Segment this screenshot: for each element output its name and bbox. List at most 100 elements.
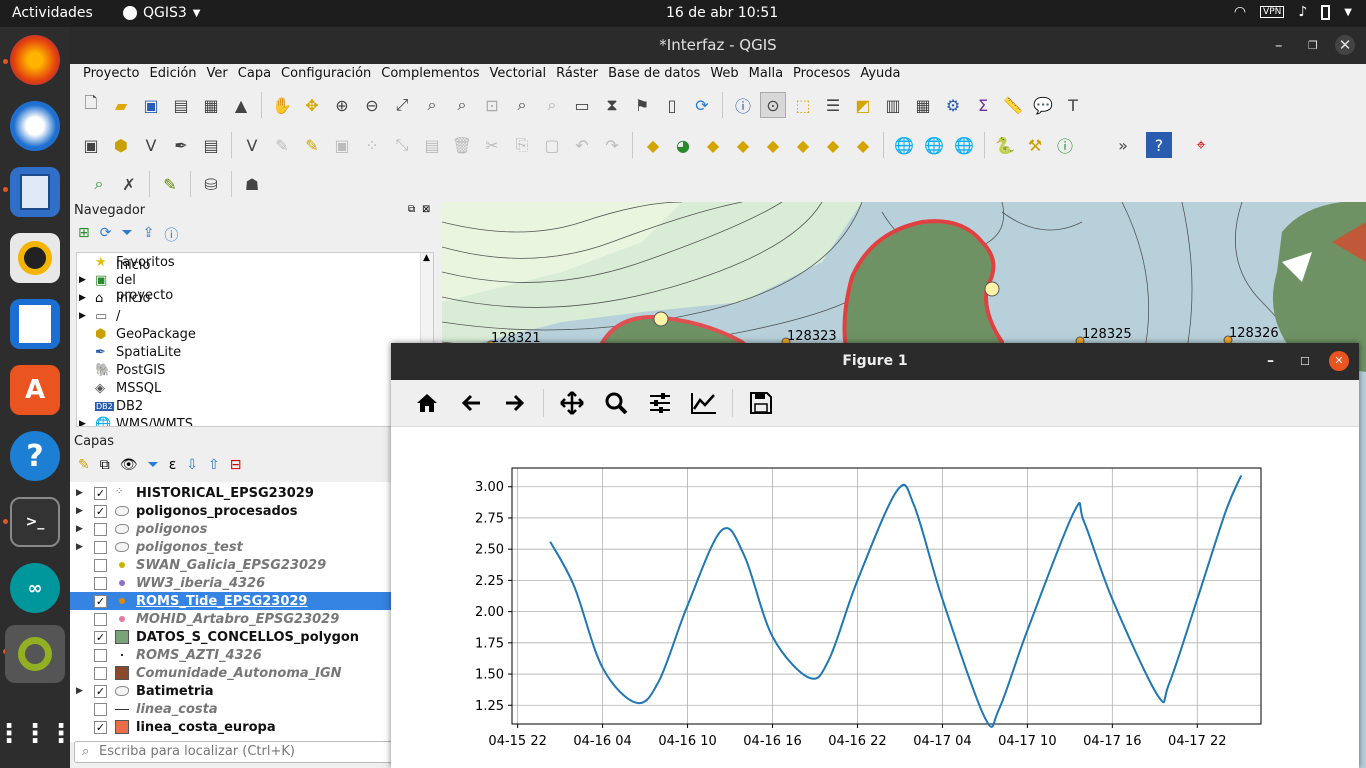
toolbar-overflow-icon[interactable]: » [1118, 135, 1128, 155]
menu-edicion[interactable]: Edición [149, 66, 197, 81]
style-manager-icon[interactable]: ▲ [234, 95, 248, 115]
layer-visibility-checkbox[interactable] [94, 540, 107, 554]
zoom-in-icon[interactable]: ⊕ [335, 95, 349, 115]
turtle-plugin-icon[interactable]: ☗ [244, 174, 260, 194]
label-pin-icon[interactable]: ◆ [706, 135, 720, 155]
new-temp-layer-icon[interactable]: ✒ [174, 135, 188, 155]
layer-row[interactable]: ▶ poligonos_test [70, 538, 392, 556]
forward-icon[interactable] [493, 385, 537, 421]
edit-axes-icon[interactable] [682, 385, 726, 421]
new-geopackage-layer-icon[interactable]: ⬢ [114, 135, 128, 155]
add-group-icon[interactable]: ⧉ [99, 457, 110, 473]
filter-legend-icon[interactable]: ⏷ [147, 457, 159, 473]
expand-arrow-icon[interactable]: ▶ [76, 506, 83, 516]
new-layout-icon[interactable]: ▤ [173, 95, 189, 115]
label-change-icon[interactable]: ◆ [856, 135, 870, 155]
layer-visibility-checkbox[interactable] [94, 522, 107, 536]
expand-arrow-icon[interactable]: ▶ [79, 275, 86, 285]
filter-icon[interactable]: ⏷ [121, 225, 133, 241]
expand-arrow-icon[interactable]: ▶ [76, 542, 83, 552]
app-grid-icon[interactable]: ⋮⋮⋮ [0, 719, 74, 749]
layer-visibility-checkbox[interactable]: ✓ [94, 594, 107, 608]
bookmark-icon[interactable]: ⚑ [634, 95, 650, 115]
plugin-green-icon[interactable]: ✎ [163, 174, 177, 194]
close-button[interactable]: ✕ [1329, 351, 1349, 371]
help-icon[interactable]: ? [10, 431, 60, 481]
new-map-view-icon[interactable]: ▭ [574, 95, 590, 115]
expand-arrow-icon[interactable]: ▶ [79, 311, 86, 321]
home-icon[interactable] [405, 385, 449, 421]
expand-all-icon[interactable]: ⇩ [186, 457, 199, 473]
crosshair-icon[interactable]: ⌖ [1196, 135, 1206, 154]
label-rotate-icon[interactable]: ◆ [826, 135, 840, 155]
arduino-icon[interactable]: ∞ [10, 563, 60, 613]
maximize-button[interactable]: ❐ [1308, 39, 1318, 52]
copy-icon[interactable]: ⎘ [515, 135, 529, 154]
zoom-icon[interactable] [594, 385, 638, 421]
layer-visibility-checkbox[interactable] [94, 666, 107, 680]
layer-visibility-checkbox[interactable] [94, 648, 107, 662]
activities-button[interactable]: Actividades [12, 5, 93, 21]
add-wfs-icon[interactable]: 🌐 [924, 135, 944, 155]
select-rectangle-icon[interactable]: ⬚ [795, 95, 811, 115]
zoom-out-icon[interactable]: ⊖ [365, 95, 379, 115]
configure-subplots-icon[interactable] [638, 385, 682, 421]
zoom-next-icon[interactable]: ⌕ [547, 95, 557, 114]
plugin-info-icon[interactable]: ⓘ [1056, 137, 1073, 156]
pan-icon[interactable]: ✋ [272, 95, 292, 115]
software-icon[interactable]: A [10, 365, 60, 415]
collapse-all-icon[interactable]: ⇧ [208, 457, 220, 473]
menu-malla[interactable]: Malla [748, 66, 784, 81]
filter-expression-icon[interactable]: ε [168, 457, 177, 473]
open-attribute-table-icon[interactable]: ▥ [885, 95, 901, 115]
text-annotation-icon[interactable]: T [1068, 95, 1078, 115]
menu-configuracion[interactable]: Configuración [281, 66, 372, 81]
layout-manager-icon[interactable]: ▦ [203, 95, 219, 115]
menu-raster[interactable]: Ráster [556, 66, 599, 81]
close-button[interactable]: ✕ [1335, 35, 1355, 55]
georeferencer-icon[interactable]: ✗ [122, 174, 136, 194]
info-icon[interactable]: ⓘ [164, 228, 179, 244]
qgis-dock-icon[interactable] [5, 625, 65, 683]
terminal-icon[interactable]: >_ [10, 497, 60, 547]
pan-icon[interactable] [550, 385, 594, 421]
edit-multiple-icon[interactable]: ✎ [275, 135, 289, 155]
label-toolbar-icon[interactable]: ◆ [646, 135, 660, 155]
layer-row[interactable]: ✓ DATOS_S_CONCELLOS_polygon [70, 628, 392, 646]
writer-icon[interactable] [10, 299, 60, 349]
menu-procesos[interactable]: Procesos [793, 66, 851, 81]
manage-visibility-icon[interactable]: 👁 [119, 457, 138, 473]
map-tips-icon[interactable]: 💬 [1033, 95, 1053, 115]
help-button-icon[interactable]: ? [1146, 132, 1172, 158]
field-calculator-icon[interactable]: ▦ [915, 95, 931, 115]
zoom-native-icon[interactable]: ⊡ [485, 95, 499, 115]
label-show-icon[interactable]: ◆ [766, 135, 780, 155]
layer-row[interactable]: ✓ linea_costa_europa [70, 718, 392, 736]
new-virtual-layer-icon[interactable]: ▤ [203, 135, 219, 155]
zoom-layer-icon[interactable]: ⌕ [457, 95, 467, 114]
locator-search-input[interactable]: ⌕ Escriba para localizar (Ctrl+K) [74, 741, 394, 763]
deselect-icon[interactable]: ◩ [855, 95, 871, 115]
add-wms-icon[interactable]: 🌐 [894, 135, 914, 155]
layer-visibility-checkbox[interactable] [94, 558, 107, 572]
toggle-editing-icon[interactable]: ✎ [305, 135, 319, 155]
remove-layer-icon[interactable]: ⊟ [229, 457, 242, 473]
save-project-icon[interactable]: ▣ [143, 95, 159, 115]
layer-row[interactable]: SWAN_Galicia_EPSG23029 [70, 556, 392, 574]
show-bookmarks-icon[interactable]: ▯ [667, 95, 677, 115]
layer-visibility-checkbox[interactable]: ✓ [94, 630, 107, 644]
layer-row[interactable]: ▶ ✓ ⁘ HISTORICAL_EPSG23029 [70, 484, 392, 502]
new-shapefile-icon[interactable]: V [145, 135, 157, 155]
layer-visibility-checkbox[interactable]: ✓ [94, 720, 107, 734]
menu-ver[interactable]: Ver [206, 66, 228, 81]
menu-base-de-datos[interactable]: Base de datos [608, 66, 701, 81]
attribute-table-icon[interactable]: ☰ [825, 95, 841, 115]
add-selected-icon[interactable]: ⊞ [78, 225, 90, 241]
add-wcs-icon[interactable]: 🌐 [954, 135, 974, 155]
layer-row[interactable]: linea_costa [70, 700, 392, 718]
diagram-icon[interactable]: ◕ [676, 135, 690, 155]
layer-visibility-checkbox[interactable] [94, 576, 107, 590]
expand-arrow-icon[interactable]: ▶ [76, 524, 83, 534]
python-console-icon[interactable]: 🐍 [995, 135, 1015, 155]
layer-visibility-checkbox[interactable]: ✓ [94, 684, 107, 698]
